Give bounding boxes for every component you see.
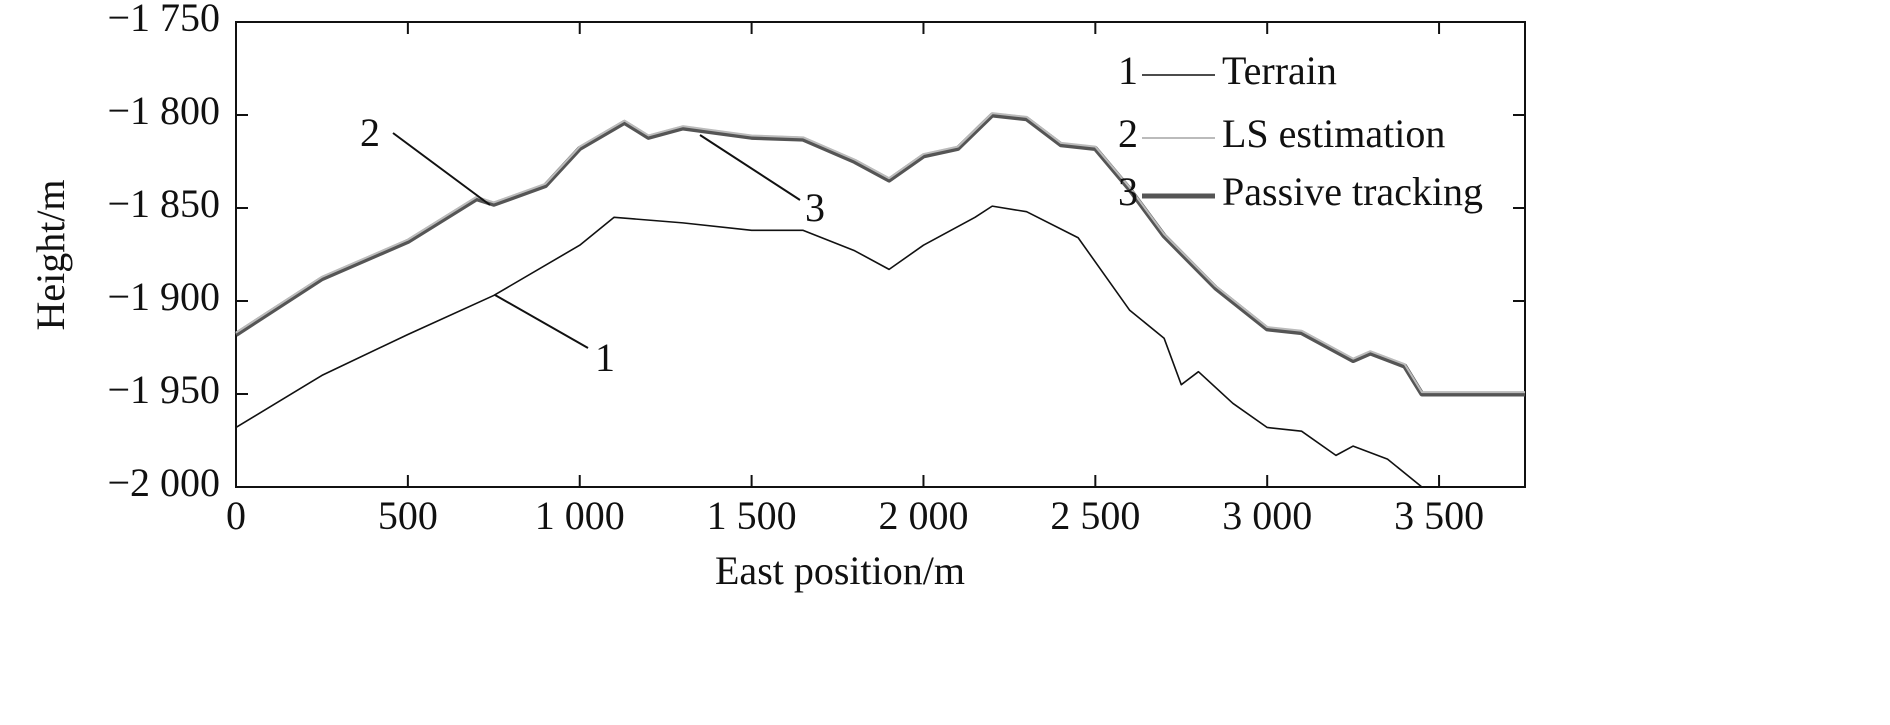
y-tick-label: −1 850 bbox=[107, 181, 220, 226]
annotation: 2 bbox=[360, 110, 380, 155]
x-tick-label: 3 000 bbox=[1222, 493, 1312, 538]
x-tick-label: 500 bbox=[378, 493, 438, 538]
series-line bbox=[234, 112, 1525, 397]
annotation-leader bbox=[392, 132, 491, 206]
legend-number: 3 bbox=[1118, 169, 1138, 214]
annotation-leader bbox=[699, 134, 801, 201]
y-tick-label: −1 950 bbox=[107, 367, 220, 412]
series-line bbox=[235, 205, 1525, 488]
annotation: 3 bbox=[805, 185, 825, 230]
x-tick-label: 3 500 bbox=[1394, 493, 1484, 538]
legend-label: LS estimation bbox=[1222, 111, 1445, 156]
legend-number: 2 bbox=[1118, 111, 1138, 156]
x-tick-label: 1 500 bbox=[707, 493, 797, 538]
y-tick-label: −1 900 bbox=[107, 274, 220, 319]
legend-label: Terrain bbox=[1222, 48, 1337, 93]
annotation-leader bbox=[494, 294, 589, 349]
x-axis-title: East position/m bbox=[715, 548, 965, 593]
annotation: 1 bbox=[595, 335, 615, 380]
x-tick-label: 0 bbox=[226, 493, 246, 538]
x-tick-label: 1 000 bbox=[535, 493, 625, 538]
y-axis-title: Height/m bbox=[28, 179, 73, 330]
x-tick-label: 2 500 bbox=[1050, 493, 1140, 538]
legend-number: 1 bbox=[1118, 48, 1138, 93]
plot-frame bbox=[235, 21, 1526, 488]
series-line bbox=[235, 112, 1525, 394]
y-tick-label: −2 000 bbox=[107, 460, 220, 505]
y-tick-label: −1 750 bbox=[107, 0, 220, 40]
y-tick-label: −1 800 bbox=[107, 88, 220, 133]
x-tick-label: 2 000 bbox=[878, 493, 968, 538]
legend-label: Passive tracking bbox=[1222, 169, 1483, 214]
